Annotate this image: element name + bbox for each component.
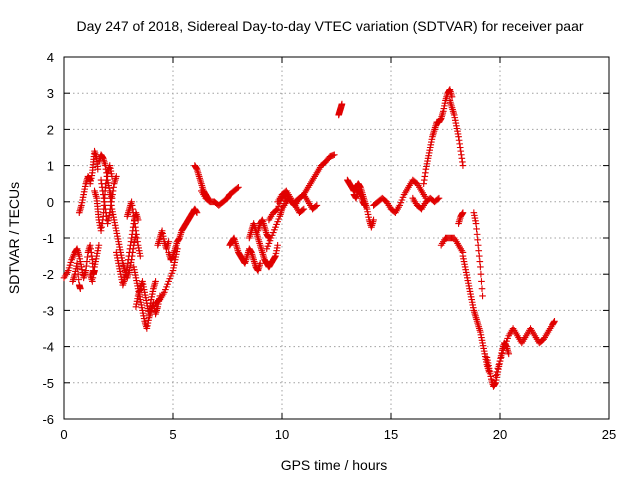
y-tick-label: -4 [42,340,54,355]
data-point [338,100,346,108]
y-tick-label: -3 [42,303,54,318]
data-point [434,195,442,203]
data-point [499,346,507,354]
data-point [273,206,280,214]
chart-title: Day 247 of 2018, Sidereal Day-to-day VTE… [76,18,583,34]
data-point [497,354,505,361]
y-axis-label: SDTVAR / TECUs [6,182,22,294]
data-point [193,209,201,216]
x-tick-label: 5 [169,427,176,442]
data-points [60,86,558,390]
data-point [77,285,84,292]
data-point [435,194,443,202]
data-point [95,241,103,249]
x-tick-label: 10 [275,427,289,442]
data-point [94,165,102,173]
data-point [313,202,321,209]
x-tick-label: 15 [384,427,398,442]
data-point [477,263,484,271]
x-tick-label: 0 [60,427,67,442]
data-point [361,202,369,209]
data-point [312,203,320,210]
data-point [137,252,144,260]
x-tick-label: 25 [602,427,616,442]
y-tick-label: -6 [42,412,54,427]
data-point [493,368,501,376]
x-axis-label: GPS time / hours [281,457,388,473]
data-point [152,278,159,285]
data-point [234,184,241,192]
data-point [370,216,377,224]
data-point [274,241,281,249]
data-point [494,365,502,372]
data-point [299,206,307,214]
data-point [459,209,467,216]
data-point [256,260,264,267]
data-point [113,173,120,180]
y-tick-label: 0 [47,195,54,210]
y-tick-label: -2 [42,267,54,282]
data-point [165,238,172,245]
data-point [492,372,499,379]
data-point [448,93,456,101]
data-point [496,357,504,365]
x-tick-label: 20 [493,427,507,442]
data-point [459,162,467,169]
data-point [478,278,485,285]
data-point [331,151,338,159]
data-point [551,317,558,325]
data-point [300,205,308,213]
y-tick-label: 4 [47,50,54,65]
data-point [235,184,242,191]
y-tick-label: -5 [42,376,54,391]
data-point [505,350,513,358]
data-point [498,350,506,358]
y-tick-label: 3 [47,86,54,101]
axis-ticks: 0 5 10 15 20 25 -6 -5 -4 -3 -2 -1 0 1 2 3 4 [42,50,616,442]
data-point [479,292,486,300]
data-point [477,270,485,278]
data-point [495,361,503,368]
y-tick-label: -1 [42,231,54,246]
y-tick-label: 1 [47,159,54,174]
data-point [478,285,486,292]
y-tick-label: 2 [47,122,54,137]
